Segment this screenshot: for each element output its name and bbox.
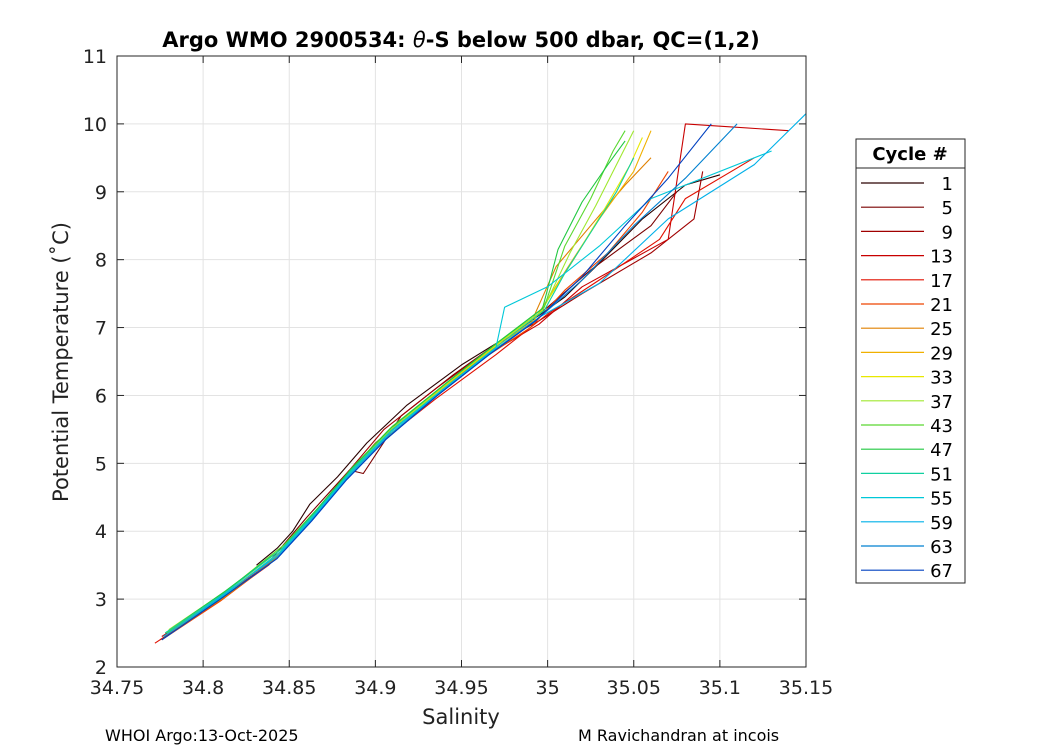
x-axis-label: Salinity (422, 705, 500, 729)
legend-label-cycle-67: 67 (930, 561, 953, 582)
y-tick-label: 10 (83, 114, 107, 136)
y-tick-labels: 2 3 4 5 6 7 8 9 10 11 (83, 46, 107, 679)
legend-label-cycle-63: 63 (930, 537, 953, 558)
footer-right: M Ravichandran at incois (578, 726, 779, 745)
data-series-group (154, 113, 807, 644)
x-tick-label: 34.9 (354, 677, 396, 699)
legend-label-cycle-33: 33 (930, 368, 953, 389)
series-line-cycle-1 (256, 174, 721, 566)
legend-label-cycle-29: 29 (930, 343, 953, 364)
x-tick-label: 35.05 (607, 677, 661, 699)
chart-title-prefix: Argo WMO 2900534: (162, 28, 413, 52)
axis-ticks (116, 55, 807, 668)
legend-label-cycle-21: 21 (930, 295, 953, 316)
x-tick-label: 34.85 (262, 677, 316, 699)
legend-label-cycle-47: 47 (930, 440, 953, 461)
legend-label-cycle-5: 5 (942, 198, 953, 219)
legend-label-cycle-25: 25 (930, 319, 953, 340)
y-tick-label: 9 (95, 182, 107, 204)
legend-label-cycle-13: 13 (930, 247, 953, 268)
x-tick-label: 34.75 (90, 677, 144, 699)
legend-label-cycle-59: 59 (930, 513, 953, 534)
x-tick-label: 34.8 (182, 677, 224, 699)
x-tick-label: 35.1 (699, 677, 741, 699)
series-line-cycle-67 (161, 123, 712, 641)
legend-box (855, 138, 966, 584)
footer-left: WHOI Argo:13-Oct-2025 (105, 726, 299, 745)
legend-label-cycle-1: 1 (942, 174, 953, 195)
x-tick-label: 35.15 (779, 677, 833, 699)
chart-title: Argo WMO 2900534: θ-S below 500 dbar, QC… (162, 28, 759, 52)
series-line-cycle-51 (164, 157, 635, 634)
y-tick-label: 5 (95, 453, 107, 475)
chart-title-suffix: -S below 500 dbar, QC=(1,2) (426, 28, 760, 52)
y-tick-label: 8 (95, 250, 107, 272)
x-tick-label: 35 (536, 677, 560, 699)
legend-title: Cycle # (872, 144, 947, 165)
chart-title-theta: θ (413, 28, 426, 52)
x-tick-labels: 34.75 34.8 34.85 34.9 34.95 35 35.05 35.1 35.15 (90, 677, 833, 699)
y-tick-label: 7 (95, 318, 107, 340)
y-tick-label: 4 (95, 521, 107, 543)
legend-label-cycle-43: 43 (930, 416, 953, 437)
legend-label-cycle-17: 17 (930, 271, 953, 292)
legend-label-cycle-51: 51 (930, 464, 953, 485)
legend-label-cycle-55: 55 (930, 489, 953, 510)
legend-label-cycle-9: 9 (942, 222, 953, 243)
legend-label-cycle-37: 37 (930, 392, 953, 413)
x-tick-label: 34.95 (434, 677, 488, 699)
y-axis-label: Potential Temperature (˚C) (49, 222, 73, 502)
y-tick-label: 3 (95, 589, 107, 611)
y-tick-label: 11 (83, 46, 107, 68)
y-tick-label: 6 (95, 385, 107, 407)
y-tick-label: 2 (95, 657, 107, 679)
